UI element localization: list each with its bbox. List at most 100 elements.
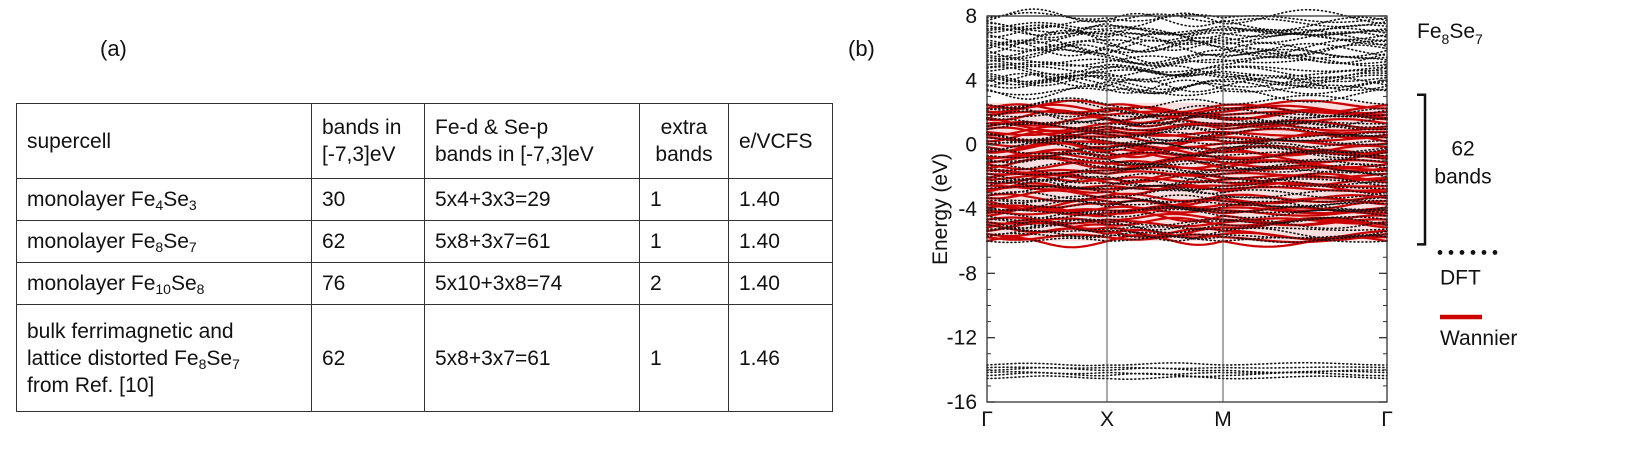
- bracket-label-count: 62: [1451, 138, 1474, 161]
- dft-band-line: [986, 370, 1388, 376]
- dft-band-line: [986, 185, 1388, 192]
- dft-band-line: [986, 226, 1388, 233]
- cell-extra: 1: [639, 178, 729, 221]
- wannier-band-line: [985, 159, 1389, 171]
- cell-count: 5x8+3x7=61: [424, 220, 640, 263]
- dft-band-line: [986, 172, 1388, 186]
- dft-band-line: [986, 194, 1388, 209]
- legend-dot: [1448, 250, 1454, 255]
- dft-band-line: [986, 28, 1388, 36]
- dft-band-line: [986, 110, 1388, 129]
- table-row: monolayer Fe4Se3 30 5x4+3x3=29 1 1.40: [16, 178, 833, 221]
- legend-wannier-label: Wannier: [1440, 327, 1517, 350]
- y-axis-label: Energy (eV): [930, 153, 952, 265]
- k-point-label: Γ: [1381, 408, 1393, 431]
- dft-band-line: [986, 175, 1388, 191]
- legend-dot: [1492, 250, 1498, 255]
- cell-count: 5x8+3x7=61: [424, 304, 640, 412]
- panel-label-b: (b): [848, 36, 875, 61]
- dft-band-line: [986, 139, 1388, 146]
- dft-band-line: [986, 160, 1388, 173]
- y-tick-label: 8: [965, 5, 977, 28]
- dft-band-line: [986, 106, 1388, 120]
- table-header-row: supercell bands in [-7,3]eV Fe-d & Se-p ba…: [16, 103, 833, 179]
- dft-band-line: [986, 131, 1388, 144]
- dft-band-line: [986, 120, 1388, 132]
- cell-count: 5x4+3x3=29: [424, 178, 640, 221]
- chart-title: Fe8Se7: [1417, 20, 1483, 47]
- dft-band-line: [986, 178, 1388, 187]
- dft-band-line: [986, 74, 1388, 91]
- wannier-band-line: [985, 99, 1389, 114]
- cell-extra: 1: [639, 220, 729, 263]
- legend-dft-marker: [1437, 250, 1498, 255]
- dft-band-line: [986, 56, 1388, 66]
- cell-evcfs: 1.40: [728, 220, 833, 263]
- cell-count: 5x10+3x8=74: [424, 262, 640, 305]
- dft-band-line: [986, 33, 1388, 53]
- cell-evcfs: 1.40: [728, 262, 833, 305]
- legend-dot: [1437, 250, 1443, 255]
- y-tick-label: 4: [965, 69, 977, 92]
- dft-band-line: [986, 114, 1388, 125]
- dft-band-line: [986, 220, 1388, 242]
- dft-band-line: [986, 208, 1388, 222]
- legend-wannier-marker: [1440, 314, 1482, 320]
- dft-band-line: [986, 366, 1388, 370]
- dft-band-line: [986, 218, 1388, 231]
- wannier-band-line: [985, 147, 1389, 159]
- wannier-band-line: [985, 115, 1389, 132]
- table-row: monolayer Fe10Se8 76 5x10+3x8=74 2 1.40: [16, 262, 833, 305]
- cell-evcfs: 1.40: [728, 178, 833, 221]
- cell-bands: 62: [311, 304, 425, 412]
- wannier-band-line: [985, 217, 1389, 228]
- dft-band-line: [986, 207, 1388, 214]
- dft-band-line: [986, 65, 1388, 77]
- header-supercell: supercell: [16, 103, 312, 179]
- dft-band-line: [986, 366, 1388, 374]
- header-evcfs: e/VCFS: [728, 103, 833, 179]
- dft-band-line: [986, 160, 1388, 174]
- wannier-band-line: [985, 120, 1389, 132]
- dft-band-line: [986, 54, 1388, 76]
- dft-band-line: [986, 13, 1388, 30]
- dft-band-line: [986, 216, 1388, 227]
- cell-extra: 2: [639, 262, 729, 305]
- cell-extra: 1: [639, 304, 729, 412]
- legend-dot: [1459, 250, 1465, 255]
- dft-band-line: [986, 72, 1388, 95]
- dft-band-line: [986, 29, 1388, 57]
- dft-band-line: [986, 70, 1388, 84]
- y-tick-label: -16: [947, 391, 977, 414]
- cell-bands: 30: [311, 178, 425, 221]
- dft-band-line: [986, 21, 1388, 37]
- dft-band-line: [986, 24, 1388, 36]
- dft-band-line: [986, 79, 1388, 103]
- dft-band-line: [986, 135, 1388, 148]
- dft-band-line: [986, 170, 1388, 188]
- dft-band-line: [986, 65, 1388, 87]
- band-lines: [985, 8, 1389, 380]
- dft-band-line: [986, 195, 1388, 203]
- dft-band-line: [986, 130, 1388, 142]
- band-structure-chart: Γ X M Γ 8 4 0 -4 -8 -12 -16 Energy (eV) Fe8Se7 62…: [930, 5, 1517, 431]
- cell-bands: 62: [311, 220, 425, 263]
- dft-band-line: [986, 216, 1388, 234]
- legend-dot: [1481, 250, 1487, 255]
- header-bands: bands in [-7,3]eV: [311, 103, 425, 179]
- header-fe-se-bands: Fe-d & Se-p bands in [-7,3]eV: [424, 103, 640, 179]
- legend-dot: [1470, 250, 1476, 255]
- dft-band-line: [986, 164, 1388, 183]
- dft-band-line: [986, 61, 1388, 73]
- cell-supercell: monolayer Fe8Se7: [16, 220, 312, 263]
- wannier-band-line: [985, 130, 1389, 137]
- dft-band-line: [986, 94, 1388, 110]
- table-row: bulk ferrimagnetic and lattice distorted …: [16, 304, 833, 412]
- dft-band-line: [986, 31, 1388, 57]
- dft-band-line: [986, 11, 1388, 24]
- y-tick-label: 0: [965, 134, 977, 157]
- dft-band-line: [986, 127, 1388, 143]
- dft-band-line: [986, 141, 1388, 159]
- cell-evcfs: 1.46: [728, 304, 833, 412]
